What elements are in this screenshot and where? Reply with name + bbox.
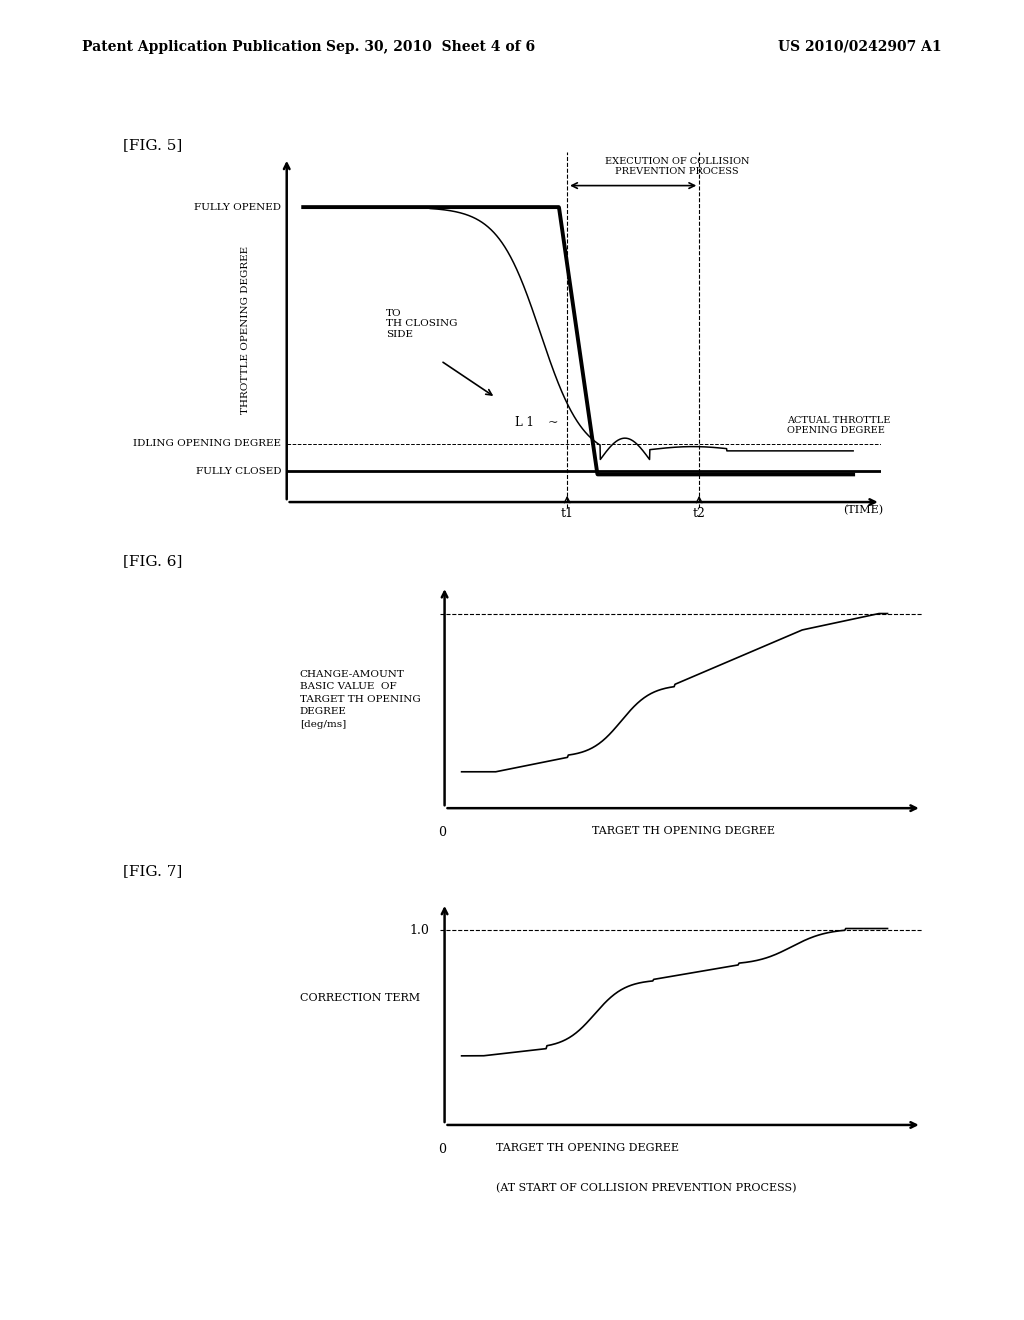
Text: (AT START OF COLLISION PREVENTION PROCESS): (AT START OF COLLISION PREVENTION PROCES… — [496, 1183, 797, 1193]
Text: Sep. 30, 2010  Sheet 4 of 6: Sep. 30, 2010 Sheet 4 of 6 — [326, 40, 535, 54]
Text: TARGET TH OPENING DEGREE: TARGET TH OPENING DEGREE — [592, 826, 774, 837]
Text: 0: 0 — [438, 1143, 446, 1156]
Text: TARGET TH OPENING DEGREE: TARGET TH OPENING DEGREE — [496, 1143, 679, 1154]
Text: IDLING OPENING DEGREE: IDLING OPENING DEGREE — [133, 440, 282, 449]
Text: t2: t2 — [692, 507, 706, 520]
Text: EXECUTION OF COLLISION
PREVENTION PROCESS: EXECUTION OF COLLISION PREVENTION PROCES… — [605, 157, 750, 177]
Text: THROTTLE OPENING DEGREE: THROTTLE OPENING DEGREE — [241, 246, 250, 414]
Text: TO
TH CLOSING
SIDE: TO TH CLOSING SIDE — [386, 309, 457, 339]
Text: (TIME): (TIME) — [844, 506, 884, 515]
Text: ACTUAL THROTTLE
OPENING DEGREE: ACTUAL THROTTLE OPENING DEGREE — [787, 416, 891, 436]
Text: FULLY OPENED: FULLY OPENED — [195, 202, 282, 211]
Text: US 2010/0242907 A1: US 2010/0242907 A1 — [778, 40, 942, 54]
Text: [FIG. 5]: [FIG. 5] — [123, 139, 182, 153]
Text: Patent Application Publication: Patent Application Publication — [82, 40, 322, 54]
Text: ~: ~ — [548, 416, 558, 429]
Text: CORRECTION TERM: CORRECTION TERM — [300, 993, 420, 1003]
Text: t1: t1 — [561, 507, 573, 520]
Text: CHANGE-AMOUNT
BASIC VALUE  OF
TARGET TH OPENING
DEGREE
[deg/ms]: CHANGE-AMOUNT BASIC VALUE OF TARGET TH O… — [300, 669, 421, 729]
Text: FULLY CLOSED: FULLY CLOSED — [196, 467, 282, 475]
Text: [FIG. 6]: [FIG. 6] — [123, 554, 182, 569]
Text: 1.0: 1.0 — [410, 924, 430, 937]
Text: L 1: L 1 — [515, 416, 535, 429]
Text: 0: 0 — [438, 826, 446, 840]
Text: [FIG. 7]: [FIG. 7] — [123, 865, 182, 879]
